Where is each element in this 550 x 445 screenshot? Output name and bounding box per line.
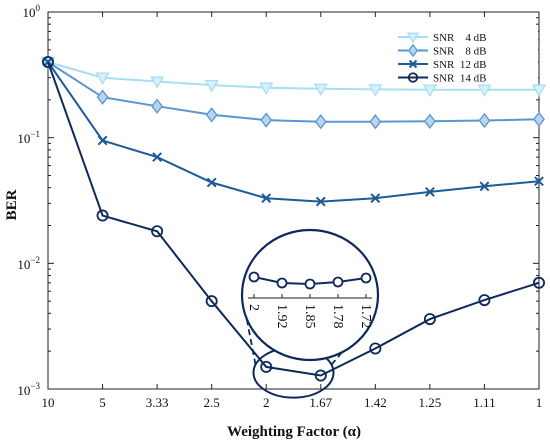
inset-series-marker — [248, 271, 260, 283]
x-tick-label: 10 — [42, 395, 55, 410]
y-tick-label: 10−1 — [17, 129, 40, 146]
series-line — [47, 61, 539, 91]
series-marker — [151, 98, 164, 114]
x-tick-label: 2.5 — [204, 395, 220, 410]
series-layer — [40, 54, 547, 382]
series-marker — [478, 112, 491, 129]
legend-label: SNR 14 dB — [433, 73, 487, 85]
series-marker — [370, 193, 381, 204]
series-marker — [205, 107, 218, 123]
x-tick-label: 3.33 — [146, 395, 169, 410]
series-marker — [259, 82, 274, 95]
series-marker — [97, 135, 108, 146]
series-marker — [407, 43, 419, 58]
series-marker — [422, 84, 438, 97]
series-marker — [260, 112, 273, 128]
x-tick-label: 5 — [99, 395, 106, 410]
series-marker — [408, 59, 418, 69]
zoom-annotation: 2 1.92 1.85 1.78 1.72 — [240, 228, 380, 399]
x-tick-label: 1.42 — [364, 395, 387, 410]
series-marker — [479, 181, 490, 192]
inset-tick-label: 1.85 — [302, 304, 317, 329]
inset-tick-label: 1.72 — [358, 304, 373, 329]
series-marker — [406, 32, 420, 44]
legend-label: SNR 4 dB — [433, 32, 487, 44]
legend-label: SNR 8 dB — [433, 46, 487, 58]
series-marker — [477, 84, 492, 97]
x-tick-label: 1 — [536, 395, 543, 410]
x-axis: 10 5 3.33 2.5 2 1.67 1.42 1.25 1.11 1 — [42, 12, 543, 410]
series-marker — [42, 56, 55, 69]
series-marker — [261, 193, 272, 204]
series-marker — [260, 360, 273, 373]
series-marker — [368, 84, 383, 97]
y-tick-label: 10−2 — [17, 255, 40, 272]
series-marker — [424, 187, 435, 197]
x-tick-label: 1.67 — [309, 395, 332, 410]
series-marker — [314, 114, 327, 130]
y-axis-title: BER — [4, 189, 20, 220]
plot-frame — [47, 11, 540, 390]
legend-label: SNR 12 dB — [433, 59, 487, 71]
series-marker — [205, 295, 218, 308]
series-marker — [313, 83, 328, 97]
series-marker — [152, 152, 163, 163]
series-line — [47, 61, 540, 203]
series-marker — [151, 225, 164, 238]
x-axis-title: Weighting Factor (α) — [227, 424, 361, 440]
series-marker — [478, 294, 491, 307]
inset-series-marker — [360, 272, 372, 284]
x-tick-label: 2 — [263, 395, 270, 410]
series-marker — [531, 84, 547, 97]
series-line — [47, 61, 540, 377]
x-tick-label: 1.11 — [473, 395, 495, 410]
series-marker — [204, 79, 219, 93]
inset-series-marker — [332, 276, 344, 288]
series-marker — [533, 276, 546, 289]
series-marker — [369, 114, 382, 130]
x-tick-label: 1.25 — [419, 395, 442, 410]
series-marker — [423, 113, 436, 129]
series-marker — [534, 176, 544, 187]
inset-series-marker — [276, 277, 288, 289]
series-marker — [206, 177, 217, 188]
series-line — [47, 61, 540, 123]
inset-tick-label: 2 — [246, 304, 261, 311]
series-marker — [369, 342, 382, 355]
series-marker — [315, 196, 326, 207]
inset-tick-label: 1.92 — [274, 304, 289, 329]
y-tick-label: 10−3 — [17, 381, 40, 398]
series-marker — [149, 76, 165, 89]
inset-series-marker — [304, 278, 316, 290]
series-marker — [95, 72, 110, 86]
series-marker — [96, 89, 109, 105]
series-marker — [533, 111, 545, 127]
series-marker — [423, 313, 436, 326]
series-marker — [407, 72, 419, 83]
series-marker — [96, 209, 109, 222]
inset-tick-label: 1.78 — [330, 304, 345, 329]
series-marker — [314, 369, 327, 382]
y-tick-label: 100 — [23, 3, 41, 20]
y-axis: 100 10−1 10−2 10−3 — [17, 3, 40, 398]
